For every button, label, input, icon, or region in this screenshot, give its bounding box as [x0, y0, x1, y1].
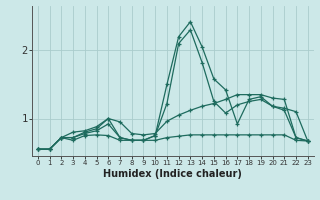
X-axis label: Humidex (Indice chaleur): Humidex (Indice chaleur) — [103, 169, 242, 179]
